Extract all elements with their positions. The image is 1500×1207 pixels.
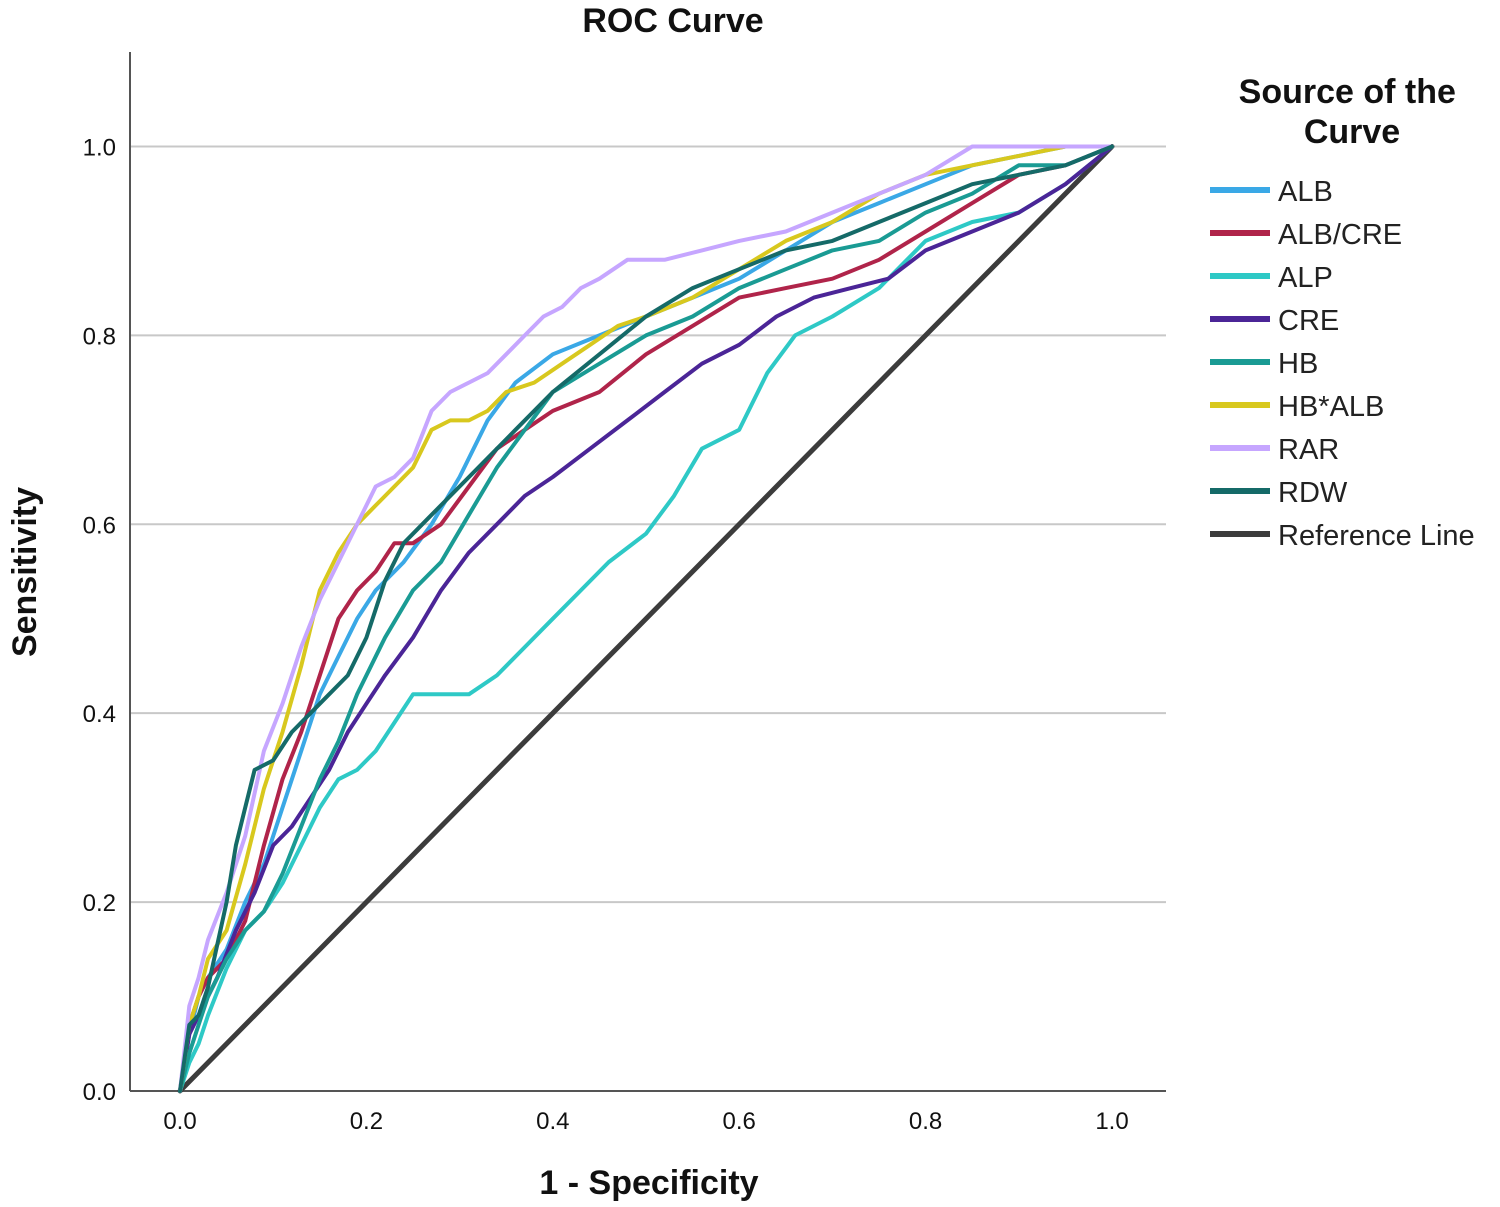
legend-label-alp: ALP [1278, 262, 1333, 294]
series-line-alb [178, 144, 1114, 1093]
y-tick-label-4: 0.8 [83, 323, 116, 350]
legend-label-hb-alb: HB*ALB [1278, 391, 1384, 423]
series-line-reference-line [177, 144, 1115, 1094]
y-tick-label-5: 1.0 [83, 134, 116, 161]
x-tick-label-1: 0.2 [350, 1108, 383, 1135]
legend-label-reference-line: Reference Line [1278, 520, 1475, 552]
x-tick-label-5: 1.0 [1095, 1108, 1128, 1135]
chart-title: ROC Curve [582, 2, 763, 40]
legend-label-cre: CRE [1278, 305, 1339, 337]
y-tick-label-3: 0.6 [83, 512, 116, 539]
y-tick-label-0: 0.0 [83, 1079, 116, 1106]
legend: Source of the Curve ALB ALB/CRE ALP CRE HB HB… [1210, 73, 1475, 552]
series-line-rdw [178, 144, 1114, 1093]
series-line-rar [178, 144, 1114, 1093]
legend-label-hb: HB [1278, 348, 1318, 380]
series-line-hb [178, 144, 1114, 1093]
x-tick-label-0: 0.0 [163, 1108, 196, 1135]
legend-label-alb-cre: ALB/CRE [1278, 219, 1402, 251]
legend-title: Source of the Curve [1239, 73, 1466, 151]
legend-title-line-1: Source of the [1239, 73, 1456, 111]
x-tick-label-4: 0.8 [909, 1108, 942, 1135]
roc-series-group [177, 144, 1115, 1094]
legend-title-line-2: Curve [1304, 113, 1400, 151]
y-axis-title: Sensitivity [6, 487, 44, 657]
plot-axes [129, 52, 1166, 1092]
series-line-hb-alb [178, 144, 1114, 1093]
legend-label-rar: RAR [1278, 434, 1339, 466]
legend-label-rdw: RDW [1278, 477, 1348, 509]
legend-items: ALB ALB/CRE ALP CRE HB HB*ALB RAR RDW Reference … [1210, 176, 1475, 552]
x-tick-label-2: 0.4 [536, 1108, 569, 1135]
grid-lines [130, 145, 1166, 904]
y-tick-label-2: 0.4 [83, 701, 116, 728]
y-tick-label-1: 0.2 [83, 890, 116, 917]
legend-label-alb: ALB [1278, 176, 1333, 208]
x-tick-label-3: 0.6 [723, 1108, 756, 1135]
x-axis-title: 1 - Specificity [539, 1164, 758, 1202]
tick-labels: 0.0 0.2 0.4 0.6 0.8 1.0 0.0 0.2 0.4 0.6 0.8 1.0 [83, 134, 1129, 1135]
series-line-cre [178, 144, 1114, 1093]
